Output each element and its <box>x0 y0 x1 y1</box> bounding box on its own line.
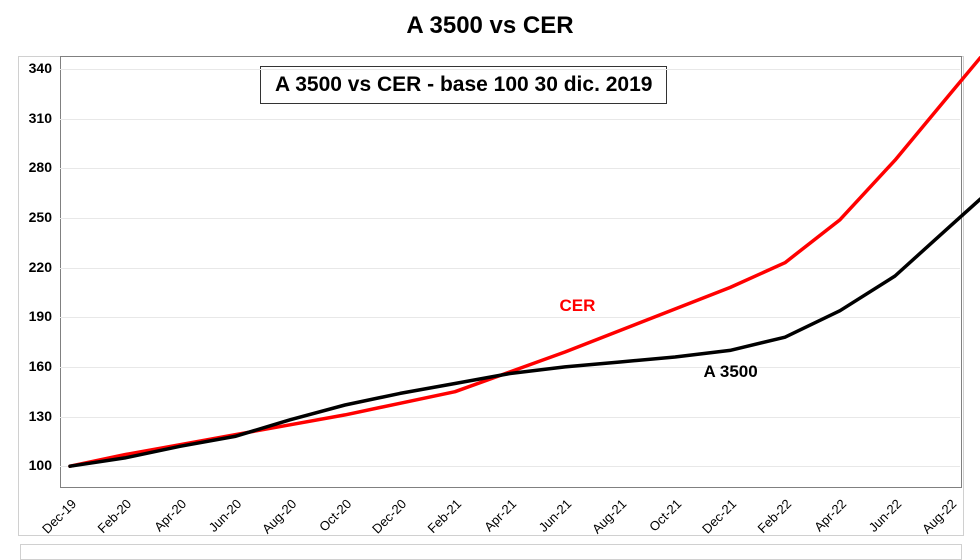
series-line-cer <box>70 58 980 467</box>
chart-svg <box>0 0 980 560</box>
series-line-a-3500 <box>70 199 980 466</box>
bottom-spreadsheet-row <box>20 544 962 560</box>
